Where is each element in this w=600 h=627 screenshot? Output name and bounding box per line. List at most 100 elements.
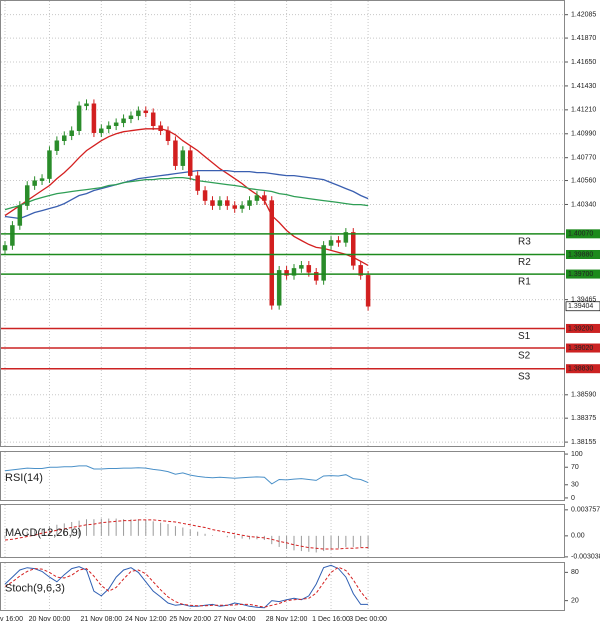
candle-body: [299, 265, 304, 269]
x-tick-label: 25 Nov 20:00: [169, 616, 211, 623]
candle-body: [225, 200, 230, 206]
candle-body: [276, 270, 282, 306]
level-name: R2: [518, 257, 531, 268]
last-price-box: [565, 301, 600, 312]
y-tick-label: 1.38590: [571, 392, 596, 399]
x-tick-label: v 16:00: [0, 616, 23, 623]
level-price-box: [566, 249, 600, 259]
candle-body: [180, 150, 186, 166]
candle-body: [143, 110, 149, 114]
candle-body: [113, 122, 119, 126]
candle-body: [313, 272, 319, 281]
y-tick-label: 20: [571, 597, 579, 604]
candle-body: [47, 150, 52, 179]
y-tick-label: 80: [571, 569, 579, 576]
y-tick-label: 1.42085: [571, 12, 596, 19]
candle-body: [336, 240, 341, 243]
level-price-label: 1.40070: [568, 231, 593, 238]
indicator-panel: [0, 451, 565, 501]
candle-body: [165, 130, 171, 141]
x-tick-label: 1 Dec 16:00: [312, 616, 350, 623]
candle-body: [39, 178, 45, 181]
level-name: S2: [518, 351, 531, 362]
candle-body: [17, 205, 23, 226]
level-name: R3: [518, 236, 531, 247]
candle-body: [284, 270, 289, 276]
y-tick-label: 1.40560: [571, 177, 596, 184]
candle-body: [269, 200, 275, 306]
indicator-panel: [0, 562, 565, 611]
level-name: S3: [518, 371, 531, 382]
candle-body: [188, 150, 193, 176]
y-tick-label: 30: [571, 482, 579, 489]
y-tick-label: 0.003757: [571, 507, 600, 514]
y-tick-label: 1.38155: [571, 439, 596, 446]
moving-average: [4, 176, 369, 211]
candle-body: [121, 118, 126, 124]
candle-body: [2, 245, 8, 251]
level-price-box: [566, 323, 600, 333]
candle-body: [262, 195, 267, 201]
level-price-box: [566, 343, 600, 353]
y-tick-label: 1.41870: [571, 35, 596, 42]
y-tick-label: 0: [571, 495, 575, 502]
y-tick-label: 1.39465: [571, 296, 596, 303]
candle-body: [239, 205, 245, 209]
candle-body: [217, 200, 223, 206]
level-price-label: 1.38830: [568, 366, 593, 373]
candle-body: [232, 205, 237, 209]
candle-body: [247, 200, 252, 206]
y-tick-label: 1.40340: [571, 201, 596, 208]
indicator-panel: [0, 504, 565, 558]
level-price-label: 1.39700: [568, 271, 593, 278]
candle-body: [173, 140, 178, 166]
y-tick-label: 1.41430: [571, 83, 596, 90]
candle-body: [69, 130, 74, 136]
y-tick-label: 0.00: [571, 533, 585, 540]
candle-body: [358, 265, 363, 276]
candle-body: [210, 200, 215, 206]
candle-body: [106, 125, 111, 130]
level-price-box: [566, 269, 600, 279]
indicator-line: [4, 465, 369, 485]
level-price-label: 1.39020: [568, 345, 593, 352]
indicator-line: [4, 519, 369, 550]
candle-body: [84, 103, 89, 107]
candle-body: [128, 115, 134, 120]
level-name: S1: [518, 331, 531, 342]
price-panel: [0, 0, 565, 447]
x-tick-label: 21 Nov 08:00: [81, 616, 123, 623]
moving-average: [4, 128, 369, 266]
x-tick-label: 27 Nov 04:00: [214, 616, 256, 623]
level-name: R1: [518, 277, 531, 288]
y-tick-label: 1.41650: [571, 59, 596, 66]
level-price-box: [566, 229, 600, 239]
y-tick-label: 1.38375: [571, 415, 596, 422]
candle-body: [76, 105, 82, 131]
candle-body: [136, 110, 141, 117]
indicator-line: [4, 566, 369, 608]
candle-body: [54, 140, 60, 151]
y-tick-label: 1.40990: [571, 131, 596, 138]
candle-body: [62, 135, 67, 141]
candle-body: [91, 103, 97, 133]
candle-body: [365, 275, 371, 307]
candle-body: [10, 225, 15, 246]
y-tick-label: -0.003038: [571, 554, 600, 561]
candle-body: [321, 245, 326, 281]
candle-body: [328, 240, 334, 246]
indicator-title: Stoch(9,6,3): [5, 582, 65, 594]
candle-body: [343, 232, 349, 243]
candle-body: [24, 185, 30, 206]
candle-body: [202, 190, 208, 201]
indicator-title: MACD(12,26,9): [5, 527, 81, 539]
x-tick-label: 20 Nov 00:00: [29, 616, 71, 623]
level-price-box: [566, 364, 600, 374]
y-tick-label: 1.41210: [571, 107, 596, 114]
candle-body: [351, 232, 356, 266]
last-price-label: 1.39404: [568, 303, 593, 310]
level-price-label: 1.39880: [568, 251, 593, 258]
x-tick-label: 24 Nov 12:00: [125, 616, 167, 623]
